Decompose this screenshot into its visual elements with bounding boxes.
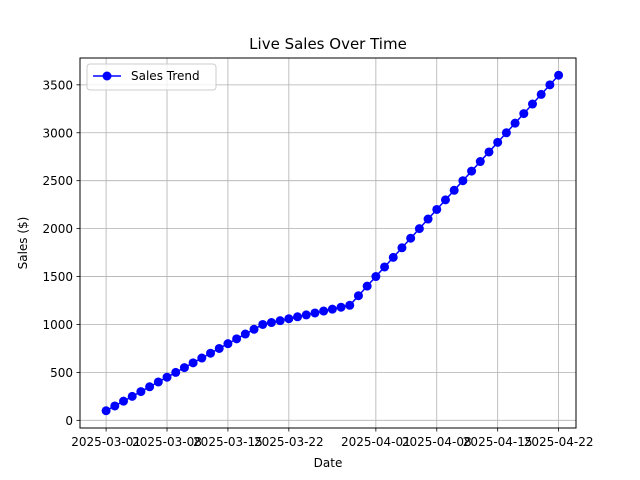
data-point	[240, 329, 250, 339]
data-point	[423, 214, 433, 224]
x-tick-label: 2025-03-22	[254, 435, 324, 449]
x-tick-label: 2025-04-15	[463, 435, 533, 449]
legend: Sales Trend	[86, 63, 217, 91]
data-point	[127, 391, 137, 401]
data-point	[145, 382, 155, 392]
data-point	[527, 99, 537, 109]
data-point	[101, 406, 111, 416]
y-tick-label: 1500	[42, 270, 73, 284]
data-point	[171, 367, 181, 377]
x-tick-label: 2025-03-08	[132, 435, 202, 449]
data-point	[249, 324, 259, 334]
data-point	[345, 300, 355, 310]
legend-frame	[86, 63, 217, 91]
series-layer	[101, 70, 564, 416]
data-point	[258, 319, 268, 329]
y-tick-label: 3000	[42, 126, 73, 140]
data-point	[493, 137, 503, 147]
y-tick-label: 1000	[42, 318, 73, 332]
data-point	[214, 343, 224, 353]
data-point	[440, 195, 450, 205]
data-point	[266, 318, 276, 328]
x-tick-label: 2025-03-15	[193, 435, 263, 449]
x-tick-label: 2025-04-22	[524, 435, 594, 449]
data-point	[467, 166, 477, 176]
data-point	[510, 118, 520, 128]
plot-frame	[79, 57, 577, 429]
data-point	[388, 252, 398, 262]
data-point	[449, 185, 459, 195]
legend-label-sales-trend: Sales Trend	[131, 69, 200, 83]
data-point	[206, 348, 216, 358]
data-point	[136, 387, 146, 397]
data-point	[336, 302, 346, 312]
y-tick-label: 2000	[42, 222, 73, 236]
data-point	[179, 363, 189, 373]
x-tick-label: 2025-04-01	[341, 435, 411, 449]
x-tick-label: 2025-04-08	[402, 435, 472, 449]
data-point	[327, 304, 337, 314]
axis-ticks: 2025-03-012025-03-082025-03-152025-03-22…	[42, 78, 593, 449]
data-point	[380, 262, 390, 272]
data-point	[414, 224, 424, 234]
data-point	[484, 147, 494, 157]
data-point	[110, 401, 120, 411]
y-tick-label: 3500	[42, 78, 73, 92]
data-point	[536, 89, 546, 99]
x-axis-label: Date	[314, 456, 343, 470]
data-point	[406, 233, 416, 243]
data-point	[545, 80, 555, 90]
grid	[80, 58, 576, 428]
data-point	[319, 306, 329, 316]
data-point	[197, 353, 207, 363]
data-point	[353, 291, 363, 301]
data-point	[293, 312, 303, 322]
data-point	[519, 109, 529, 119]
y-tick-label: 500	[50, 366, 73, 380]
data-point	[362, 281, 372, 291]
data-point	[310, 308, 320, 318]
data-point	[232, 334, 242, 344]
data-point	[153, 377, 163, 387]
x-tick-label: 2025-03-01	[71, 435, 141, 449]
data-point	[397, 243, 407, 253]
data-point	[458, 176, 468, 186]
data-point	[501, 128, 511, 138]
data-point	[188, 358, 198, 368]
y-tick-label: 0	[65, 414, 73, 428]
data-point	[432, 204, 442, 214]
y-tick-label: 2500	[42, 174, 73, 188]
data-point	[475, 157, 485, 167]
y-axis-label: Sales ($)	[16, 217, 30, 270]
data-point	[554, 70, 564, 80]
data-point	[119, 396, 129, 406]
data-point	[371, 272, 381, 282]
data-point	[284, 314, 294, 324]
data-point	[275, 316, 285, 326]
data-point	[162, 372, 172, 382]
data-point	[301, 310, 311, 320]
legend-marker-swatch	[102, 71, 112, 81]
data-point	[223, 339, 233, 349]
chart-title: Live Sales Over Time	[249, 35, 407, 53]
